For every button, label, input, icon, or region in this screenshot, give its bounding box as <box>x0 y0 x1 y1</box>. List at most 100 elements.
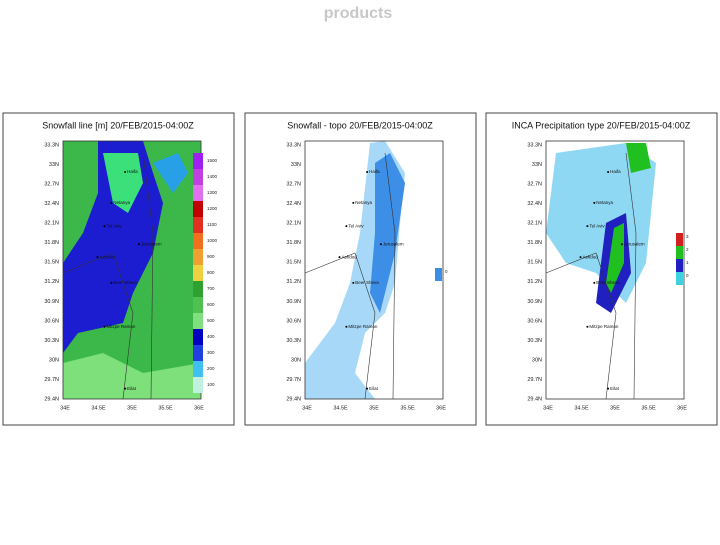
lat-label: 29.7N <box>527 377 542 383</box>
city-dot <box>338 256 341 259</box>
city-label: Haifa <box>127 169 138 174</box>
slide-title: products <box>324 5 393 22</box>
lat-label: 30.6N <box>44 318 59 324</box>
city-dot <box>586 225 589 228</box>
lat-label: 32.4N <box>44 201 59 207</box>
panel-title: Snowfall - topo 20/FEB/2015-04:00Z <box>287 120 433 130</box>
city-label: Jerusalem <box>624 241 645 246</box>
lat-label: 32.4N <box>286 201 301 207</box>
map-fill <box>63 353 201 399</box>
legend-label: 400 <box>207 334 215 339</box>
city-dot <box>110 281 113 284</box>
city-label: Ashdod <box>342 254 358 259</box>
city-dot <box>137 243 140 246</box>
legend-label: 0 <box>686 273 689 278</box>
city-dot <box>124 170 127 173</box>
city-dot <box>103 325 106 328</box>
city-label: Jerusalem <box>383 241 404 246</box>
city-dot <box>110 201 113 204</box>
lat-label: 32.1N <box>527 221 542 227</box>
city-label: Eilat <box>127 386 137 391</box>
lat-label: 33N <box>291 162 301 168</box>
lat-label: 30N <box>532 357 542 363</box>
lon-label: 35.5E <box>641 405 656 411</box>
city-label: Netanya <box>113 200 130 205</box>
city-dot <box>366 387 369 390</box>
legend-swatch <box>676 246 683 259</box>
city-label: Jerusalem <box>141 241 162 246</box>
map-panel: INCA Precipitation type 20/FEB/2015-04:0… <box>485 112 718 426</box>
city-label: Tel Aviv <box>106 223 122 228</box>
legend-swatch <box>193 265 203 281</box>
legend-label: 600 <box>207 302 215 307</box>
lon-label: 34E <box>543 405 553 411</box>
legend-label: 1 <box>686 260 689 265</box>
legend-swatch <box>193 329 203 345</box>
legend-label: 500 <box>207 318 215 323</box>
legend-label: 3 <box>686 234 689 239</box>
city-label: Eilat <box>369 386 379 391</box>
lon-label: 36E <box>436 405 446 411</box>
city-label: Tel Aviv <box>348 223 364 228</box>
city-label: Eilat <box>610 386 620 391</box>
city-dot <box>607 170 610 173</box>
legend-swatch <box>193 345 203 361</box>
legend-label: 1100 <box>207 222 217 227</box>
legend-label: 1300 <box>207 190 218 195</box>
lon-label: 35.5E <box>158 405 173 411</box>
legend-swatch <box>193 233 203 249</box>
legend-swatch <box>193 297 203 313</box>
legend-swatch <box>676 272 683 285</box>
lat-label: 29.4N <box>527 396 542 402</box>
city-dot <box>352 281 355 284</box>
city-dot <box>586 325 589 328</box>
lon-label: 36E <box>194 405 204 411</box>
plot-frame <box>545 140 685 400</box>
lat-label: 32.7N <box>286 182 301 188</box>
legend-swatch <box>676 233 683 246</box>
lon-label: 34.5E <box>574 405 589 411</box>
city-dot <box>345 325 348 328</box>
legend-swatch <box>193 281 203 297</box>
lat-label: 31.8N <box>44 240 59 246</box>
lat-label: 31.2N <box>286 279 301 285</box>
city-label: Haifa <box>369 169 380 174</box>
legend-label: 100 <box>207 382 215 387</box>
city-dot <box>366 170 369 173</box>
lon-label: 35E <box>127 405 137 411</box>
city-label: Netanya <box>596 200 613 205</box>
map-panel: Snowfall line [m] 20/FEB/2015-04:00Z 33.3… <box>2 112 235 426</box>
legend-label: 1500 <box>207 158 218 163</box>
city-dot <box>124 387 127 390</box>
lat-label: 30.6N <box>527 318 542 324</box>
lat-label: 32.4N <box>527 201 542 207</box>
lat-label: 31.8N <box>286 240 301 246</box>
city-dot <box>593 281 596 284</box>
lon-label: 35E <box>610 405 620 411</box>
lon-label: 34E <box>302 405 312 411</box>
city-label: Beer Sheva <box>355 280 379 285</box>
legend-swatch <box>193 153 203 169</box>
legend-swatch <box>193 313 203 329</box>
lon-label: 35E <box>369 405 379 411</box>
lat-label: 33.3N <box>44 142 59 148</box>
lat-label: 30N <box>49 357 59 363</box>
legend-swatch <box>193 169 203 185</box>
lon-label: 34E <box>60 405 70 411</box>
city-dot <box>579 256 582 259</box>
lon-label: 36E <box>677 405 687 411</box>
lon-label: 34.5E <box>333 405 348 411</box>
map-fill <box>63 141 163 353</box>
lat-label: 29.7N <box>286 377 301 383</box>
city-dot <box>607 387 610 390</box>
legend-label: 1000 <box>207 238 218 243</box>
city-dot <box>620 243 623 246</box>
legend-label: 200 <box>207 366 215 371</box>
panel-title: INCA Precipitation type 20/FEB/2015-04:0… <box>512 120 691 130</box>
lat-label: 31.2N <box>527 279 542 285</box>
lat-label: 30.3N <box>44 338 59 344</box>
legend-swatch <box>435 268 442 281</box>
city-label: Ashdod <box>583 254 599 259</box>
lon-label: 34.5E <box>91 405 106 411</box>
lat-label: 29.4N <box>286 396 301 402</box>
